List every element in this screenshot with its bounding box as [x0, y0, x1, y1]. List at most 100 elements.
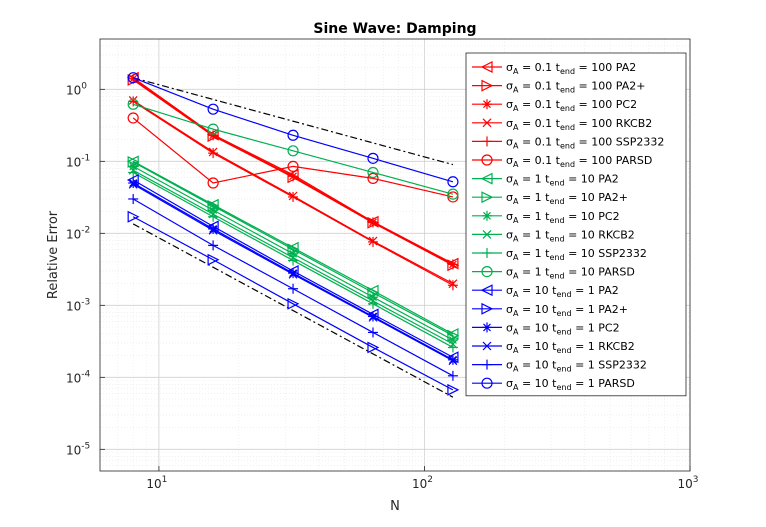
data-point	[208, 130, 219, 141]
data-point	[208, 225, 218, 235]
y-tick-label: 10-5	[66, 441, 90, 457]
data-point	[287, 145, 299, 157]
data-point	[367, 152, 379, 164]
data-point	[447, 191, 459, 203]
data-point	[368, 312, 378, 322]
data-point	[447, 370, 458, 381]
legend-entry: σA = 1 tend = 10 PC2	[472, 210, 620, 225]
legend-marker	[482, 99, 492, 110]
legend-marker	[482, 248, 492, 258]
data-point	[367, 298, 378, 309]
legend: σA = 0.1 tend = 100 PA2 σA = 0.1 tend = 1…	[465, 52, 687, 397]
legend-marker	[481, 302, 494, 315]
legend-label: σA = 1 tend = 10 SSP2332	[506, 247, 647, 262]
reference-line	[132, 223, 454, 398]
legend-label: σA = 10 tend = 1 RKCB2	[506, 340, 635, 355]
data-point	[447, 188, 459, 200]
data-point	[288, 171, 299, 182]
legend-label: σA = 10 tend = 1 PC2	[506, 321, 620, 336]
legend-label: σA = 0.1 tend = 100 PC2	[506, 98, 637, 113]
x-tick-label: 102	[412, 475, 433, 491]
data-point	[287, 129, 299, 141]
reference-lines	[132, 77, 454, 398]
y-tick-label: 10-1	[66, 153, 90, 169]
data-point	[447, 354, 458, 365]
legend-entry: σA = 0.1 tend = 100 PARSD	[472, 154, 652, 169]
series-line	[132, 77, 454, 183]
data-point	[367, 311, 378, 322]
data-point	[447, 176, 459, 188]
data-point	[207, 253, 220, 266]
y-tick-label: 10-2	[66, 225, 90, 241]
data-point	[207, 103, 219, 115]
data-point	[127, 210, 140, 223]
data-point	[208, 211, 219, 222]
series-line	[132, 160, 454, 335]
y-tick-labels: 10-5 10-4 10-3 10-2 10-1 100	[66, 81, 105, 457]
legend-label: σA = 10 tend = 1 PA2	[506, 284, 619, 299]
data-point	[367, 172, 379, 184]
legend-entry: σA = 0.1 tend = 100 RKCB2	[472, 117, 652, 132]
series-14	[128, 178, 458, 365]
legend-marker	[481, 191, 494, 204]
data-point	[127, 72, 139, 84]
legend-entry: σA = 10 tend = 1 PA2	[472, 284, 619, 299]
legend-marker	[482, 118, 492, 128]
data-point	[128, 193, 139, 204]
legend-marker	[482, 136, 492, 147]
legend-label: σA = 1 tend = 10 PA2	[506, 173, 619, 188]
data-point	[208, 148, 219, 159]
legend-label: σA = 0.1 tend = 100 PA2	[506, 61, 636, 76]
legend-entry: σA = 1 tend = 10 PA2+	[472, 191, 628, 206]
series-17	[127, 72, 459, 188]
legend-marker	[480, 172, 493, 185]
data-point	[288, 191, 299, 202]
legend-label: σA = 1 tend = 10 PC2	[506, 210, 620, 225]
legend-entry: σA = 10 tend = 1 PA2+	[472, 303, 628, 318]
legend-marker	[482, 229, 492, 239]
data-point	[448, 356, 458, 366]
reference-line	[133, 77, 454, 166]
x-tick-label: 101	[146, 475, 167, 491]
data-point	[287, 297, 300, 310]
y-axis-label: Relative Error	[46, 210, 61, 299]
data-point	[287, 160, 299, 173]
y-tick-label: 100	[66, 81, 87, 97]
legend-entry: σA = 10 tend = 1 SSP2332	[472, 359, 647, 374]
series-line	[132, 216, 454, 391]
data-point	[447, 383, 460, 396]
legend-label: σA = 0.1 tend = 100 PA2+	[506, 80, 645, 95]
data-point	[367, 166, 379, 179]
data-point	[447, 280, 458, 291]
data-point	[447, 259, 458, 270]
data-point	[128, 179, 138, 189]
chart-title: Sine Wave: Damping	[313, 21, 476, 37]
y-tick-label: 10-4	[66, 369, 91, 385]
data-point	[127, 112, 139, 124]
data-point	[288, 269, 298, 279]
plot-frame	[99, 38, 691, 472]
series-10	[128, 167, 458, 353]
series-line	[132, 117, 454, 198]
data-point	[207, 123, 219, 135]
y-tick-label: 10-3	[66, 297, 90, 313]
legend-marker	[481, 79, 494, 92]
legend-label: σA = 0.1 tend = 100 PARSD	[506, 154, 652, 169]
legend-marker	[482, 341, 492, 351]
legend-marker	[480, 61, 493, 73]
legend-label: σA = 10 tend = 1 PA2+	[506, 303, 628, 318]
data-point	[367, 236, 378, 247]
data-point	[367, 217, 378, 228]
legend-label: σA = 1 tend = 10 RKCB2	[506, 228, 635, 243]
data-point	[288, 255, 299, 266]
legend-label: σA = 1 tend = 10 PA2+	[506, 191, 628, 206]
legend-entry: σA = 1 tend = 10 RKCB2	[472, 228, 635, 243]
data-point	[127, 98, 139, 110]
data-point	[208, 240, 219, 251]
x-axis-label: N	[390, 499, 400, 514]
legend-entry: σA = 10 tend = 1 RKCB2	[472, 340, 635, 355]
legend-label: σA = 10 tend = 1 SSP2332	[506, 359, 647, 374]
legend-box	[465, 52, 687, 397]
data-point	[367, 341, 380, 354]
